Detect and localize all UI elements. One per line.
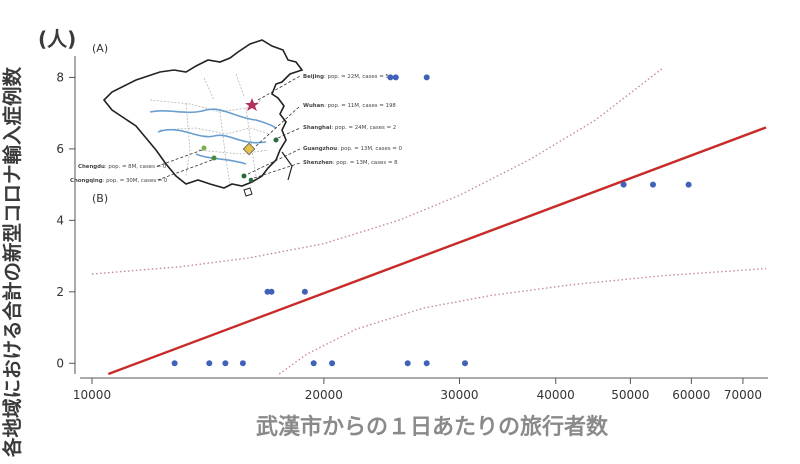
chengdu-marker-icon [201,145,207,151]
y-axis-label: 各地域における合計の新型コロナ輸入症例数 [1,67,24,459]
data-point-7 [423,360,430,367]
data-point-5 [329,360,336,367]
y-tick-label-4: 4 [56,213,64,227]
x-tick-label-30000: 30000 [440,388,478,402]
fit-line [107,126,767,376]
annotation-wuhan: Wuhan: pop. = 11M, cases = 198 [303,103,396,109]
data-point-0 [171,360,178,367]
data-point-10 [268,288,275,295]
y-axis-unit: (人) [38,27,76,51]
annotation-shenzhen: Shenzhen: pop. = 13M, cases = 8 [303,160,398,166]
annotation-guangzhou: Guangzhou: pop. = 13M, cases = 0 [303,146,403,152]
annotation-shanghai: Shanghai: pop. = 24M, cases = 2 [303,125,396,131]
y-tick-label-6: 6 [56,142,64,156]
x-tick-label-40000: 40000 [537,388,575,402]
x-axis-label: 武漢市からの１日あたりの旅行者数 [256,414,609,440]
data-points [171,74,692,367]
y-tick-label-2: 2 [56,285,64,299]
x-tick-label-50000: 50000 [611,388,649,402]
x-tick-label-20000: 20000 [305,388,343,402]
x-tick-label-60000: 60000 [672,388,710,402]
ci-lower-curve [278,267,767,375]
x-tick-label-70000: 70000 [724,388,762,402]
y-tick-label-8: 8 [56,70,64,84]
data-point-15 [620,181,627,188]
data-point-2 [222,360,229,367]
island [243,187,253,197]
data-point-11 [301,288,308,295]
data-point-16 [650,181,656,188]
y-tick-label-0: 0 [56,356,64,370]
confidence-band [91,67,767,375]
data-point-8 [462,360,468,367]
data-point-6 [404,360,411,367]
shenzhen-marker-icon [248,177,254,183]
annotation-chengdu: Chengdu: pop. = 8M, cases = 0 [78,164,167,170]
fit-line-group [107,126,767,376]
inset-label-b: (B) [92,192,108,205]
coast-right [281,151,293,181]
data-point-17 [685,181,692,188]
annotation-beijing: Beijing: pop. = 22M, cases = 5 [303,74,389,80]
data-point-3 [239,360,246,367]
data-point-1 [206,360,213,367]
y-axis-title: (人) 各地域における合計の新型コロナ輸入症例数 [1,27,76,458]
data-point-14 [423,74,430,81]
inset-map: (A) (B) Beijing: pop. = 22M, cases = 5 W… [70,39,403,205]
wuhan-marker-icon [242,142,256,156]
data-point-4 [310,360,317,367]
leader-lines [154,75,301,182]
china-map-icon [102,39,304,197]
y-axis-ticks: 0 2 4 6 8 [56,70,75,370]
inset-label-a: (A) [92,42,108,55]
shanghai-marker-icon [273,137,279,143]
ci-upper-curve [91,67,663,275]
rivers [149,108,277,165]
chongqing-marker-icon [211,155,217,161]
guangzhou-marker-icon [241,173,247,179]
annotation-chongqing: Chongqing: pop. = 30M, cases = 0 [70,178,168,184]
beijing-star-icon [245,98,259,111]
city-annotations: Beijing: pop. = 22M, cases = 5 Wuhan: po… [70,74,403,184]
x-tick-label-10000: 10000 [73,388,111,402]
x-axis-ticks: 10000 20000 30000 40000 50000 60000 70000 [73,378,762,402]
data-point-12 [387,74,394,81]
data-point-13 [392,74,399,81]
